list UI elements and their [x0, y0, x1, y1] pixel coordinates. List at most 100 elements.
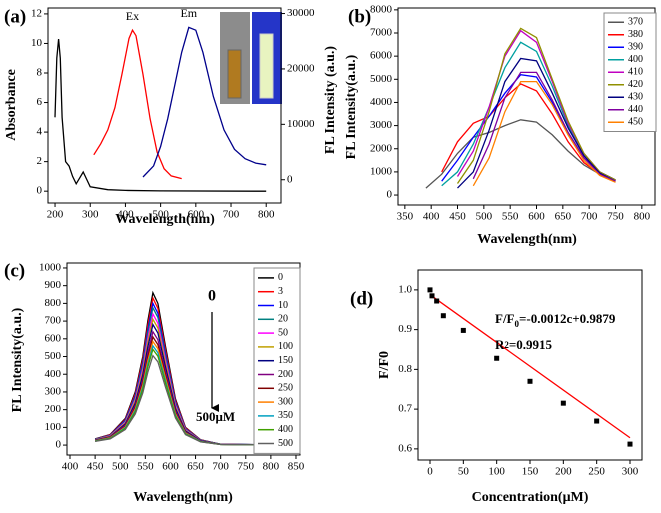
- point: [527, 378, 533, 384]
- x-tick-label: 200: [47, 209, 64, 221]
- x-tick-label: 800: [634, 211, 651, 223]
- legend-label: 3: [278, 286, 283, 297]
- y-tick-label: 7000: [370, 27, 393, 39]
- series-label: Ex: [126, 9, 139, 23]
- point: [627, 441, 633, 447]
- y-tick-label: 4: [37, 126, 43, 138]
- x-tick-label: 750: [238, 461, 255, 473]
- x-tick-label: 500: [476, 211, 493, 223]
- y2-tick-label: 0: [287, 173, 293, 185]
- point: [429, 293, 435, 299]
- y-tick-label: 0: [37, 185, 43, 197]
- y-tick-label: 0: [56, 439, 62, 451]
- y-tick-label: 100: [45, 421, 62, 433]
- x-tick-label: 700: [223, 209, 240, 221]
- y-axis-title: Absorbance: [4, 69, 19, 141]
- y-tick-label: 0.8: [398, 363, 412, 375]
- legend-label: 500: [278, 438, 293, 449]
- x-tick-label: 850: [288, 461, 305, 473]
- legend-label: 150: [278, 355, 293, 366]
- x-tick-label: 700: [212, 461, 229, 473]
- y-tick-label: 1000: [39, 261, 62, 273]
- y-tick-label: 600: [45, 332, 62, 344]
- inset-photos: [220, 12, 282, 104]
- point: [560, 400, 566, 406]
- x-tick-label: 150: [522, 466, 539, 478]
- panel-label: (b): [348, 6, 371, 27]
- legend-label: 350: [278, 410, 293, 421]
- legend-label: 250: [278, 383, 293, 394]
- x-tick-label: 650: [555, 211, 572, 223]
- point: [494, 355, 500, 361]
- y-tick-label: 0: [387, 189, 393, 201]
- legend-label: 0: [278, 272, 283, 283]
- point: [434, 298, 440, 304]
- r2: R2=0.9915: [495, 337, 553, 352]
- y-tick-label: 1.0: [398, 283, 412, 295]
- y-axis-title: F/F0: [377, 351, 392, 379]
- legend-label: 20: [278, 314, 288, 325]
- x-tick-label: 700: [581, 211, 598, 223]
- y-tick-label: 5000: [370, 73, 393, 85]
- equation-part: 0: [515, 319, 520, 329]
- y2-axis-title: FL Intensity (a.u.): [323, 46, 338, 154]
- panel-label: (d): [350, 288, 373, 309]
- y-tick-label: 2000: [370, 142, 393, 154]
- y-tick-label: 4000: [370, 96, 393, 108]
- annotation: 0: [208, 288, 216, 305]
- x-axis-title: Wavelength(nm): [115, 212, 215, 227]
- series-line: [456, 29, 616, 181]
- y-tick-label: 0.9: [398, 323, 412, 335]
- series-line: [457, 57, 616, 189]
- x-tick-label: 100: [488, 466, 505, 478]
- y-axis-title: FL Intensity(a.u.): [344, 54, 359, 159]
- series-line: [54, 38, 267, 192]
- vial-glow: [259, 33, 274, 99]
- y-tick-label: 700: [45, 315, 62, 327]
- legend-label: 370: [628, 17, 643, 28]
- legend-label: 430: [628, 92, 643, 103]
- y-axis-title: FL Intensity(a.u.): [10, 307, 25, 412]
- x-tick-label: 400: [62, 461, 79, 473]
- legend-label: 100: [278, 341, 293, 352]
- x-tick-label: 500: [112, 461, 129, 473]
- y-tick-label: 200: [45, 403, 62, 415]
- y-tick-label: 2: [37, 155, 43, 167]
- legend-label: 50: [278, 327, 288, 338]
- legend-label: 300: [278, 396, 293, 407]
- legend-label: 450: [628, 117, 643, 128]
- series-line: [472, 71, 616, 182]
- annotation: 500μM: [196, 409, 235, 424]
- legend-label: 420: [628, 79, 643, 90]
- series-line: [94, 354, 271, 446]
- series-line: [425, 119, 616, 189]
- legend-label: 10: [278, 300, 288, 311]
- series-line: [472, 80, 616, 187]
- y-tick-label: 3000: [370, 119, 393, 131]
- x-axis-title: Wavelength(nm): [477, 232, 577, 247]
- x-tick-label: 450: [87, 461, 104, 473]
- x-axis-title: Wavelength(nm): [133, 490, 233, 505]
- x-tick-label: 800: [258, 209, 275, 221]
- y-tick-label: 0.6: [398, 442, 412, 454]
- point: [440, 313, 446, 319]
- x-tick-label: 600: [528, 211, 545, 223]
- panel-label: (c): [4, 260, 25, 281]
- x-tick-label: 250: [588, 466, 605, 478]
- x-axis-title: Concentration(μM): [472, 490, 589, 505]
- y2-tick-label: 10000: [287, 118, 315, 130]
- legend-label: 400: [628, 54, 643, 65]
- y-tick-label: 8000: [370, 3, 393, 15]
- series-line: [142, 26, 267, 178]
- y-tick-label: 800: [45, 297, 62, 309]
- y-tick-label: 6: [37, 96, 43, 108]
- series-label: Em: [180, 6, 197, 20]
- x-tick-label: 750: [607, 211, 624, 223]
- legend-label: 390: [628, 42, 643, 53]
- x-tick-label: 50: [458, 466, 470, 478]
- y-tick-label: 12: [31, 7, 42, 19]
- equation-part: =-0.0012c+0.9879: [519, 311, 616, 326]
- y-tick-label: 500: [45, 350, 62, 362]
- y-tick-label: 8: [37, 67, 43, 79]
- panel-label: (a): [4, 6, 26, 27]
